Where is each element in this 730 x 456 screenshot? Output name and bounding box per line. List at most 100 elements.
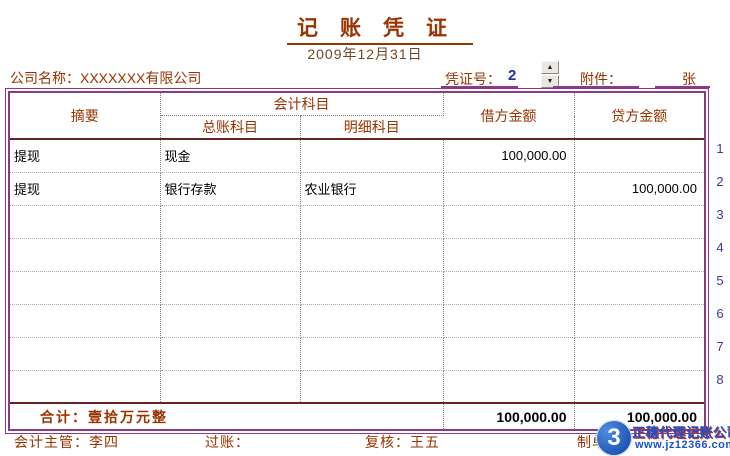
posting-label: 过账： <box>205 434 250 450</box>
reviewer-name: 王五 <box>410 434 440 450</box>
voucher-no-value[interactable]: 2 <box>508 67 517 84</box>
row-number-gutter: 1 2 3 4 5 6 7 8 <box>710 132 730 396</box>
table-row <box>10 205 704 239</box>
voucher-table-inner-border: 摘要 会计科目 借方金额 贷方金额 总账科目 明细科目 提现 现金 <box>8 91 706 431</box>
row-number: 5 <box>716 273 724 288</box>
cell-summary[interactable] <box>10 271 161 305</box>
cell-debit[interactable] <box>443 205 575 239</box>
cell-credit[interactable] <box>574 238 704 272</box>
attachment-label: 附件： <box>580 71 622 87</box>
cell-credit[interactable] <box>574 337 704 371</box>
watermark-url: www.jz12366.com <box>635 439 730 451</box>
cell-general[interactable] <box>160 271 301 305</box>
row-number: 3 <box>716 207 724 222</box>
company-name-value[interactable]: XXXXXXX有限公司 <box>80 70 202 86</box>
col-header-general-ledger: 总账科目 <box>160 115 301 139</box>
cell-general[interactable]: 现金 <box>160 138 301 173</box>
col-header-account: 会计科目 <box>160 93 444 116</box>
cell-summary[interactable] <box>10 337 161 371</box>
cell-detail[interactable] <box>300 205 444 239</box>
cell-detail[interactable] <box>300 138 444 173</box>
cell-general[interactable] <box>160 238 301 272</box>
arrow-up-icon: ▲ <box>546 64 554 71</box>
cell-general[interactable]: 银行存款 <box>160 172 301 206</box>
table-row: 提现 现金 100,000.00 <box>10 138 704 173</box>
cell-general[interactable] <box>160 337 301 371</box>
cell-debit[interactable] <box>443 238 575 272</box>
attachment-underline <box>553 86 639 88</box>
watermark-logo: 3 正穗代理记账公司 www.jz12366.com <box>596 418 730 456</box>
watermark-company-name: 正穗代理记账公司 <box>632 425 730 440</box>
cell-detail[interactable] <box>300 238 444 272</box>
arrow-down-icon: ▼ <box>546 78 554 85</box>
cell-credit[interactable] <box>574 370 704 403</box>
cell-debit[interactable] <box>443 337 575 371</box>
col-header-debit: 借方金额 <box>443 93 575 139</box>
cell-summary[interactable] <box>10 238 161 272</box>
cell-summary[interactable] <box>10 304 161 338</box>
table-row <box>10 271 704 305</box>
spinner-up-button[interactable]: ▲ <box>541 61 559 74</box>
cell-debit[interactable] <box>443 370 575 403</box>
cell-credit[interactable] <box>574 138 704 173</box>
table-row <box>10 304 704 338</box>
cell-general[interactable] <box>160 304 301 338</box>
cell-debit[interactable] <box>443 271 575 305</box>
attachment-unit: 张 <box>682 71 696 87</box>
cell-credit[interactable]: 100,000.00 <box>574 172 704 206</box>
cell-general[interactable] <box>160 205 301 239</box>
row-number: 7 <box>716 339 724 354</box>
company-logo-icon: 3 <box>596 420 632 456</box>
company-name-line: 公司名称：XXXXXXX有限公司 <box>10 68 201 88</box>
supervisor-name: 李四 <box>89 434 119 450</box>
title-wrap: 记账凭证 <box>0 12 730 45</box>
cell-debit[interactable] <box>443 172 575 206</box>
table-row <box>10 337 704 371</box>
total-debit: 100,000.00 <box>443 402 575 429</box>
table-row <box>10 238 704 272</box>
company-name-label: 公司名称： <box>10 70 80 86</box>
cell-summary[interactable] <box>10 205 161 239</box>
table-row <box>10 370 704 403</box>
col-header-credit: 贷方金额 <box>611 107 668 124</box>
accounting-supervisor-line: 会计主管：李四 <box>14 432 119 452</box>
row-number: 1 <box>716 141 724 156</box>
voucher-no-label: 凭证号： <box>445 71 501 87</box>
table-row: 提现 银行存款 农业银行 100,000.00 <box>10 172 704 206</box>
row-number: 2 <box>716 174 724 189</box>
row-number: 8 <box>716 372 724 387</box>
cell-detail[interactable] <box>300 304 444 338</box>
voucher-date: 2009年12月31日 <box>307 46 423 62</box>
cell-credit[interactable] <box>574 205 704 239</box>
row-number: 4 <box>716 240 724 255</box>
cell-detail[interactable] <box>300 271 444 305</box>
cell-general[interactable] <box>160 370 301 403</box>
cell-debit[interactable] <box>443 304 575 338</box>
cell-credit[interactable] <box>574 304 704 338</box>
total-row: 合计：壹拾万元整 100,000.00 100,000.00 <box>10 402 704 429</box>
cell-detail[interactable] <box>300 370 444 403</box>
cell-credit[interactable] <box>574 271 704 305</box>
voucher-table-outer-border: 摘要 会计科目 借方金额 贷方金额 总账科目 明细科目 提现 现金 <box>5 88 709 434</box>
supervisor-label: 会计主管： <box>14 434 89 450</box>
total-in-words: 合计：壹拾万元整 <box>10 402 444 429</box>
cell-detail[interactable]: 农业银行 <box>300 172 444 206</box>
voucher-table: 摘要 会计科目 借方金额 贷方金额 总账科目 明细科目 提现 现金 <box>10 93 704 429</box>
voucher-no-spinner: ▲ ▼ <box>541 61 559 88</box>
reviewer-line: 复核：王五 <box>365 432 440 452</box>
cell-detail[interactable] <box>300 337 444 371</box>
cell-summary[interactable]: 提现 <box>10 138 161 173</box>
total-credit: 100,000.00 <box>574 402 704 429</box>
voucher-no-underline <box>441 86 518 88</box>
cell-summary[interactable]: 提现 <box>10 172 161 206</box>
reviewer-label: 复核： <box>365 434 410 450</box>
cell-summary[interactable] <box>10 370 161 403</box>
spinner-down-button[interactable]: ▼ <box>541 75 559 88</box>
cell-debit[interactable]: 100,000.00 <box>443 138 575 173</box>
page-title: 记账凭证 <box>287 12 473 45</box>
attachment-unit-underline <box>655 86 710 88</box>
row-number: 6 <box>716 306 724 321</box>
col-header-detail-account: 明细科目 <box>343 119 400 135</box>
col-header-summary: 摘要 <box>10 93 161 139</box>
